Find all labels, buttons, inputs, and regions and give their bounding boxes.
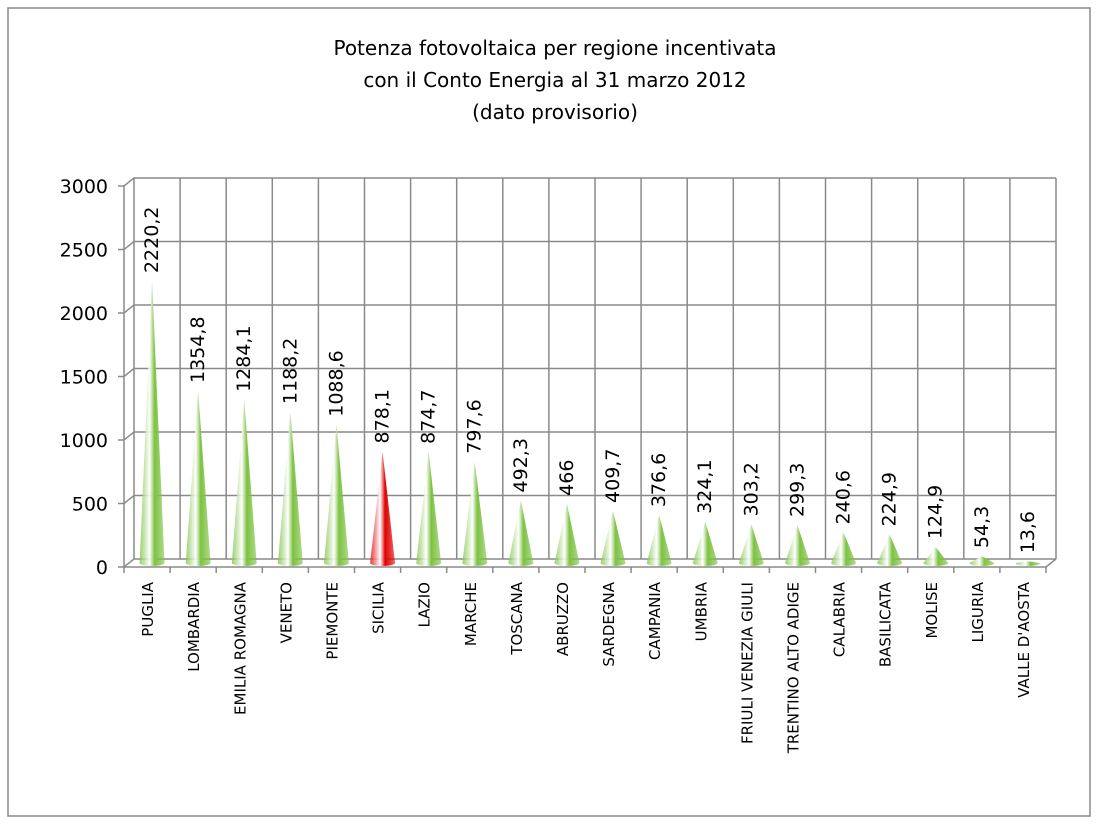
value-label: 466 xyxy=(556,460,578,496)
x-tick-label: BASILICATA xyxy=(877,581,895,667)
grid-line xyxy=(123,367,1056,378)
value-label: 797,6 xyxy=(464,399,486,453)
value-label: 299,3 xyxy=(786,463,808,517)
bar xyxy=(231,399,257,566)
y-tick-label: 1000 xyxy=(60,430,108,452)
bar xyxy=(831,532,856,566)
bar xyxy=(185,390,211,566)
x-tick-label: SICILIA xyxy=(370,581,388,634)
y-tick-label: 1500 xyxy=(60,367,108,389)
chart-title: con il Conto Energia al 31 marzo 2012 xyxy=(363,68,746,92)
value-label: 874,7 xyxy=(418,390,440,444)
grid-line xyxy=(123,304,1056,314)
value-label: 54,3 xyxy=(971,506,993,548)
x-tick-label: CAMPANIA xyxy=(646,581,664,660)
x-tick-label: MOLISE xyxy=(923,582,941,639)
x-tick-label: PIEMONTE xyxy=(323,582,341,660)
x-tick-label: LIGURIA xyxy=(969,581,987,642)
bar xyxy=(508,500,534,566)
bar xyxy=(785,524,810,566)
x-tick-label: CALABRIA xyxy=(831,581,849,657)
x-tick-label: MARCHE xyxy=(462,582,480,646)
chart-title: Potenza fotovoltaica per regione incenti… xyxy=(333,36,776,60)
x-tick-label: VALLE D'AOSTA xyxy=(1015,581,1033,698)
y-tick-label: 0 xyxy=(96,557,108,579)
bar xyxy=(969,556,995,566)
floor-line xyxy=(1045,558,1057,568)
bar xyxy=(646,515,672,566)
chart-title: (dato provisorio) xyxy=(472,100,638,124)
value-label: 492,3 xyxy=(510,438,532,492)
bar xyxy=(416,451,442,566)
value-label: 376,6 xyxy=(648,453,670,507)
bar xyxy=(324,424,349,566)
x-tick-label: PUGLIA xyxy=(139,581,157,636)
grid-line xyxy=(123,240,1056,251)
bar xyxy=(462,461,488,566)
y-tick-label: 500 xyxy=(72,494,108,516)
value-label: 324,1 xyxy=(694,459,716,513)
grid-line xyxy=(123,494,1056,505)
bar xyxy=(1015,561,1041,566)
grid-line xyxy=(123,177,1056,187)
bar xyxy=(877,534,903,566)
x-tick-label: SARDEGNA xyxy=(600,581,618,666)
value-label: 1088,6 xyxy=(325,350,347,416)
x-tick-label: LAZIO xyxy=(416,582,434,627)
value-label: 224,9 xyxy=(879,472,901,526)
bar xyxy=(738,524,764,566)
value-label: 240,6 xyxy=(833,470,855,524)
bar xyxy=(692,521,718,566)
bar xyxy=(554,503,580,566)
bar xyxy=(923,547,949,566)
value-label: 878,1 xyxy=(372,389,394,443)
bar xyxy=(370,451,395,566)
y-tick-label: 2000 xyxy=(60,303,108,325)
bar xyxy=(277,412,303,566)
value-label: 1354,8 xyxy=(187,316,209,382)
x-tick-label: TRENTINO ALTO ADIGE xyxy=(784,582,802,754)
bar xyxy=(600,510,626,566)
y-tick-label: 3000 xyxy=(60,176,108,198)
x-tick-label: TOSCANA xyxy=(508,581,526,655)
x-tick-label: EMILIA ROMAGNA xyxy=(231,581,249,715)
value-label: 303,2 xyxy=(740,462,762,516)
grid-line xyxy=(123,431,1056,441)
value-label: 1284,1 xyxy=(233,325,255,391)
y-tick-label: 2500 xyxy=(60,240,108,262)
value-label: 124,9 xyxy=(925,485,947,539)
x-tick-label: UMBRIA xyxy=(692,581,710,641)
value-label: 13,6 xyxy=(1017,511,1039,553)
value-label: 1188,2 xyxy=(279,338,301,404)
x-tick-label: VENETO xyxy=(277,582,295,643)
value-label: 2220,2 xyxy=(141,207,163,273)
bar xyxy=(139,281,165,566)
value-label: 409,7 xyxy=(602,449,624,503)
x-tick-label: FRIULI VENEZIA GIULI xyxy=(738,582,756,744)
x-tick-label: ABRUZZO xyxy=(554,582,572,656)
x-tick-label: LOMBARDIA xyxy=(185,581,203,672)
